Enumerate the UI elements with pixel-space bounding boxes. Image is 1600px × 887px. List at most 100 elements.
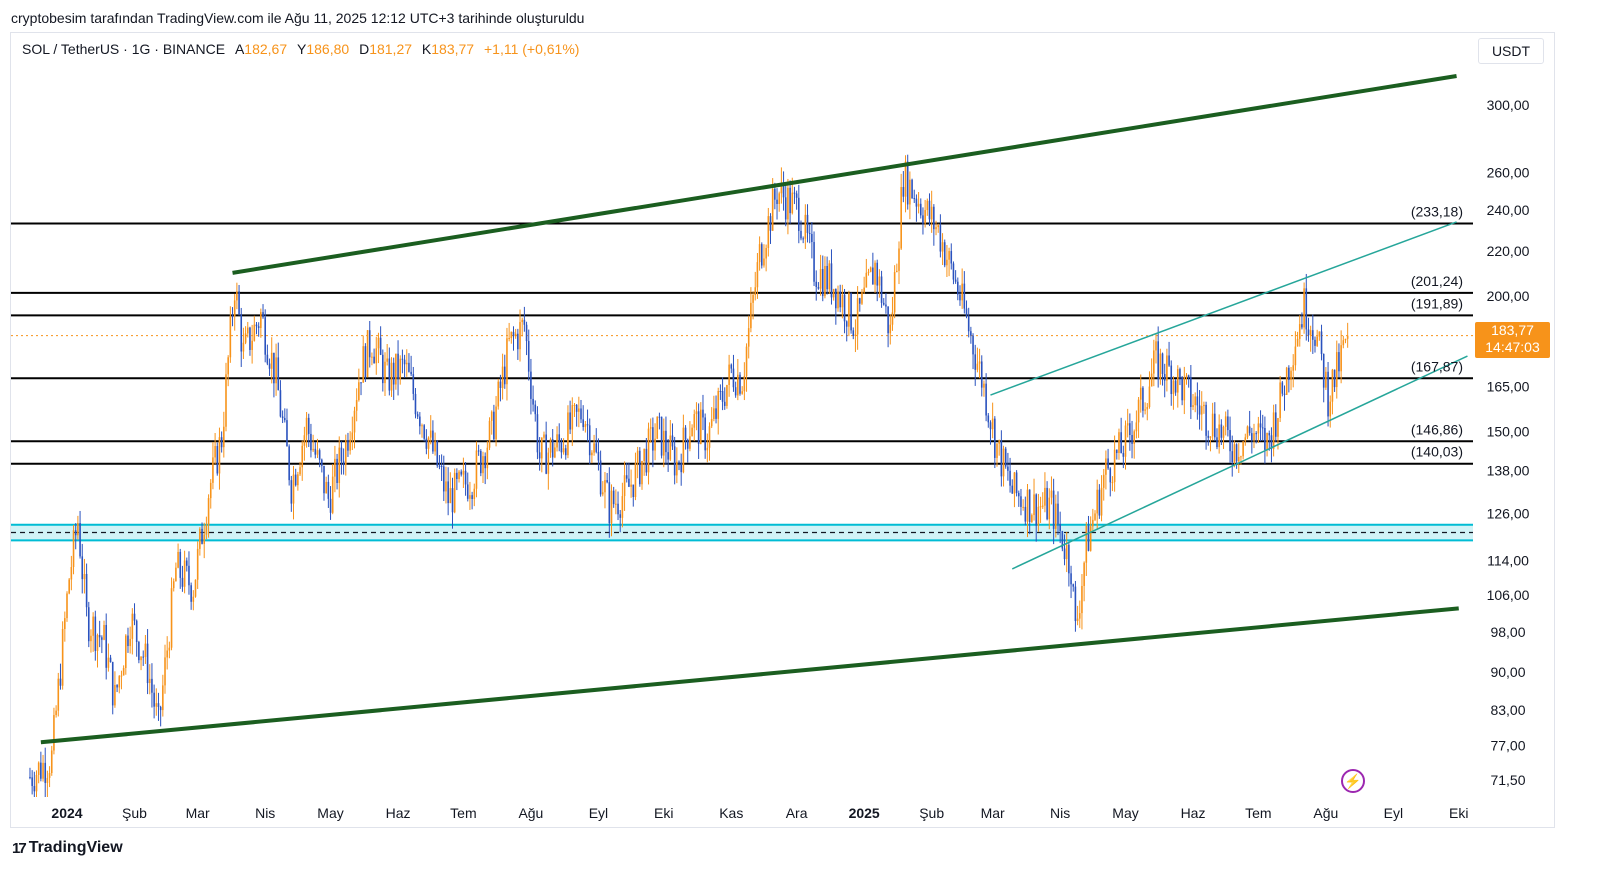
symbol-legend[interactable]: SOL / TetherUS · 1G · BINANCE A182,67 Y1… [22, 41, 579, 57]
candle-body [1153, 350, 1155, 374]
tradingview-logo-icon: 17 [12, 839, 27, 857]
candle-body [1020, 496, 1022, 507]
candle-body [1301, 324, 1303, 328]
candle-body [425, 438, 428, 449]
candle-body [726, 384, 728, 406]
candle-body [392, 362, 395, 385]
candle-body [301, 445, 304, 468]
candle-body [691, 427, 693, 437]
candle-body [456, 472, 458, 480]
candle-body [201, 528, 203, 544]
level-label: (201,24) [1411, 273, 1463, 289]
candle-body [1255, 433, 1257, 435]
candle-body [676, 461, 678, 476]
candle-body [1303, 288, 1305, 328]
candle-body [94, 616, 97, 651]
candle-body [1113, 449, 1116, 483]
candle-body [599, 460, 602, 495]
x-tick-label: Kas [719, 805, 743, 821]
candle-body [1183, 377, 1186, 401]
y-tick-label: 126,00 [1487, 505, 1530, 521]
candle-body [1307, 329, 1310, 336]
candle-body [74, 530, 77, 536]
candle-body [270, 352, 273, 369]
trendline-inner-upper [990, 221, 1457, 396]
candle-body [739, 374, 741, 394]
candle-body [615, 503, 617, 505]
candle-body [475, 450, 478, 489]
candle-body [1033, 494, 1035, 516]
candle-body [523, 319, 526, 325]
candle-body [1094, 513, 1096, 520]
candle-body [708, 426, 711, 448]
candle-body [438, 465, 441, 467]
candle-body [750, 302, 752, 329]
lightning-icon[interactable]: ⚡ [1341, 769, 1365, 793]
candle-body [1059, 524, 1061, 531]
candle-body [891, 312, 894, 325]
symbol-name[interactable]: SOL / TetherUS · 1G · BINANCE [22, 41, 226, 57]
candle-body [1163, 374, 1166, 381]
candle-body [253, 324, 256, 341]
candle-body [1318, 331, 1321, 337]
candle-body [316, 450, 319, 455]
candle-body [480, 451, 482, 474]
candle-body [133, 613, 136, 621]
candle-body [625, 475, 628, 479]
candle-body [545, 434, 547, 474]
candle-body [1279, 382, 1281, 419]
candle-body [338, 447, 341, 484]
candle-body [53, 715, 55, 751]
y-tick-label: 240,00 [1487, 202, 1530, 218]
candle-body [227, 357, 229, 375]
candle-body [1283, 393, 1286, 395]
candle-body [50, 750, 53, 774]
candle-body [562, 448, 565, 453]
candle-body [1266, 432, 1268, 450]
candle-body [591, 452, 593, 456]
candle-body [1011, 485, 1014, 494]
candle-body [379, 337, 382, 355]
candle-body [35, 774, 38, 792]
currency-selector[interactable]: USDT [1478, 38, 1544, 64]
x-tick-label: 2024 [51, 805, 82, 821]
candle-body [1233, 444, 1236, 463]
candle-body [715, 408, 717, 419]
candle-body [1166, 355, 1168, 381]
x-tick-label: Eyl [1384, 805, 1403, 821]
candle-body [1142, 387, 1144, 411]
candle-body [238, 291, 240, 315]
candle-body [423, 425, 425, 439]
candle-body [723, 401, 726, 406]
candle-body [554, 447, 556, 458]
candle-body [353, 410, 356, 433]
candle-body [684, 427, 687, 440]
bar-countdown: 14:47:03 [1485, 339, 1540, 355]
candle-body [1181, 377, 1183, 401]
candle-body [756, 262, 759, 288]
x-tick-label: Eki [654, 805, 673, 821]
candle-body [1172, 380, 1175, 395]
candle-body [660, 416, 663, 456]
candle-body [656, 416, 659, 439]
candle-body [83, 573, 86, 580]
chart-frame [10, 32, 1555, 828]
candle-body [1312, 330, 1314, 340]
candle-body [776, 199, 778, 205]
candle-body [527, 341, 530, 372]
candle-body [543, 434, 545, 438]
candle-body [384, 361, 386, 384]
candle-body [1072, 584, 1075, 587]
candle-body [220, 437, 223, 448]
candle-body [1157, 341, 1159, 380]
candle-body [473, 488, 476, 500]
tradingview-logo[interactable]: 17 TradingView [12, 839, 123, 857]
candle-body [985, 383, 987, 416]
candle-body [909, 179, 911, 205]
candle-body [1122, 453, 1125, 457]
candle-body [880, 276, 883, 303]
candle-body [878, 276, 881, 286]
candle-body [408, 362, 410, 372]
candle-body [689, 436, 691, 449]
